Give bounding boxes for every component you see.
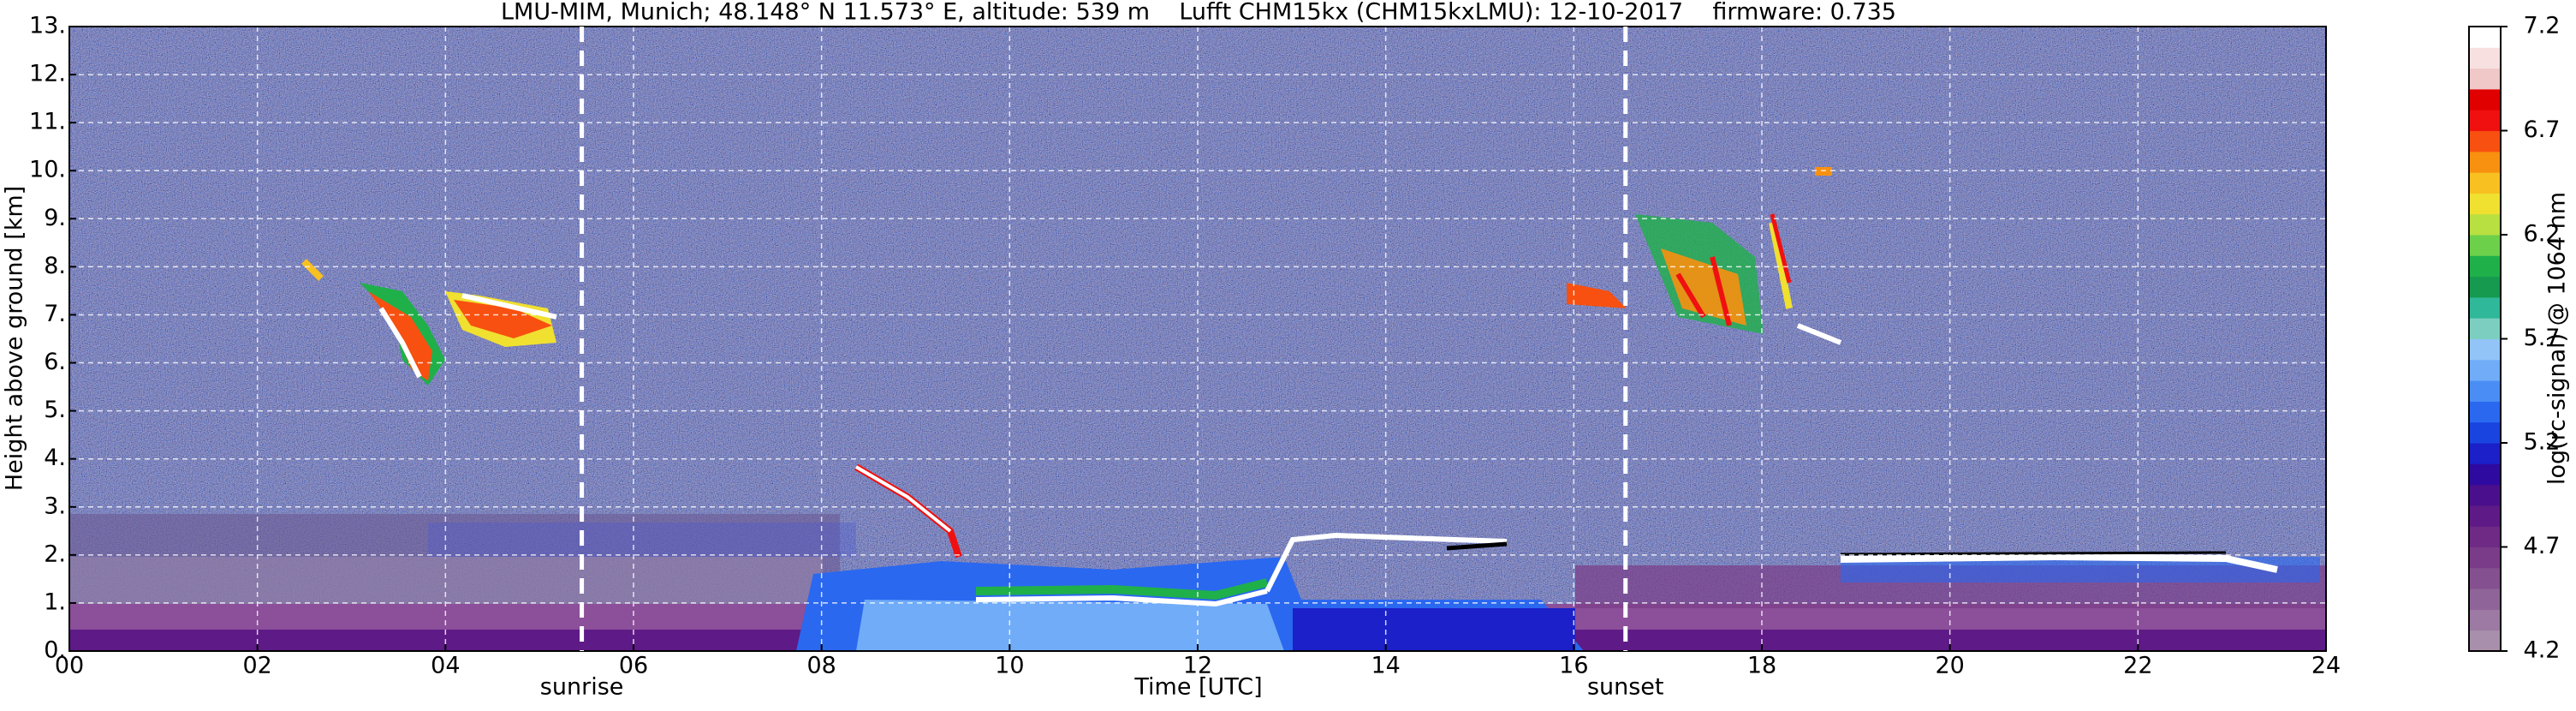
x-tick-label: 20 [1935, 653, 1964, 679]
colorbar-swatch [2469, 463, 2501, 486]
colorbar-swatch [2469, 421, 2501, 444]
colorbar-label: log(rc-signal) @ 1064 nm [2544, 192, 2571, 485]
x-tick-label: 02 [242, 653, 271, 679]
y-tick-label: 9. [44, 205, 66, 231]
y-tick-label: 3. [44, 493, 66, 519]
y-tick-label: 6. [44, 349, 66, 375]
colorbar-swatch [2469, 88, 2501, 111]
y-tick-label: 8. [44, 253, 66, 279]
y-tick-label: 7. [44, 301, 66, 327]
x-tick-label: 22 [2123, 653, 2152, 679]
y-tick-label: 1. [44, 589, 66, 615]
x-axis-label: Time [UTC] [1133, 674, 1262, 701]
y-tick-label: 10. [29, 157, 66, 183]
colorbar-tick-label: 6.7 [2524, 117, 2561, 143]
colorbar-swatch [2469, 296, 2501, 319]
sun-event-label: sunset [1587, 674, 1664, 701]
colorbar-swatch [2469, 443, 2501, 464]
sun-event-label: sunrise [540, 674, 624, 701]
colorbar-swatch [2469, 318, 2501, 339]
colorbar-swatch [2469, 27, 2501, 48]
y-tick-label: 5. [44, 397, 66, 423]
x-tick-label: 18 [1747, 653, 1776, 679]
x-tick-label: 16 [1559, 653, 1588, 679]
colorbar-swatch [2469, 130, 2501, 152]
colorbar-swatch [2469, 338, 2501, 361]
colorbar-swatch [2469, 484, 2501, 506]
y-tick-label: 2. [44, 541, 66, 567]
colorbar-tick-label: 5.7 [2524, 325, 2561, 351]
colorbar-tick-label: 4.7 [2524, 533, 2561, 559]
y-tick-label: 12. [29, 61, 66, 87]
x-tick-label: 08 [806, 653, 836, 679]
x-tick-label: 12 [1183, 653, 1212, 679]
colorbar-swatch [2469, 630, 2501, 652]
colorbar-swatch [2469, 172, 2501, 194]
colorbar-swatch [2469, 151, 2501, 173]
colorbar-swatch [2469, 47, 2501, 69]
colorbar-swatch [2469, 213, 2501, 236]
colorbar-tick-label: 5.2 [2524, 429, 2561, 456]
y-tick-label: 0. [44, 637, 66, 664]
y-tick-label: 4. [44, 445, 66, 471]
y-tick-label: 13. [29, 13, 66, 39]
colorbar-swatch [2469, 567, 2501, 589]
colorbar-swatch [2469, 255, 2501, 278]
x-tick-label: 14 [1371, 653, 1400, 679]
colorbar-tick-label: 7.2 [2524, 13, 2561, 39]
colorbar-tick-label: 6.2 [2524, 221, 2561, 248]
colorbar-swatch [2469, 526, 2501, 547]
colorbar-swatch [2469, 276, 2501, 298]
x-tick-label: 00 [55, 653, 84, 679]
y-axis-label: Height above ground [km] [2, 186, 28, 491]
colorbar-swatch [2469, 380, 2501, 402]
colorbar-swatch [2469, 505, 2501, 527]
colorbar-swatch [2469, 68, 2501, 90]
x-tick-label: 24 [2311, 653, 2341, 679]
colorbar-swatch [2469, 359, 2501, 381]
x-tick-label: 04 [431, 653, 460, 679]
colorbar-swatch [2469, 235, 2501, 256]
colorbar-swatch [2469, 609, 2501, 631]
colorbar-swatch [2469, 193, 2501, 215]
colorbar-tick-label: 4.2 [2524, 637, 2561, 664]
colorbar-swatch [2469, 589, 2501, 610]
colorbar-swatch [2469, 547, 2501, 569]
x-tick-label: 06 [619, 653, 648, 679]
colorbar-swatch [2469, 401, 2501, 423]
chart-title: LMU-MIM, Munich; 48.148° N 11.573° E, al… [501, 0, 1896, 26]
y-tick-label: 11. [29, 109, 66, 135]
x-tick-label: 10 [995, 653, 1024, 679]
colorbar-swatch [2469, 110, 2501, 131]
